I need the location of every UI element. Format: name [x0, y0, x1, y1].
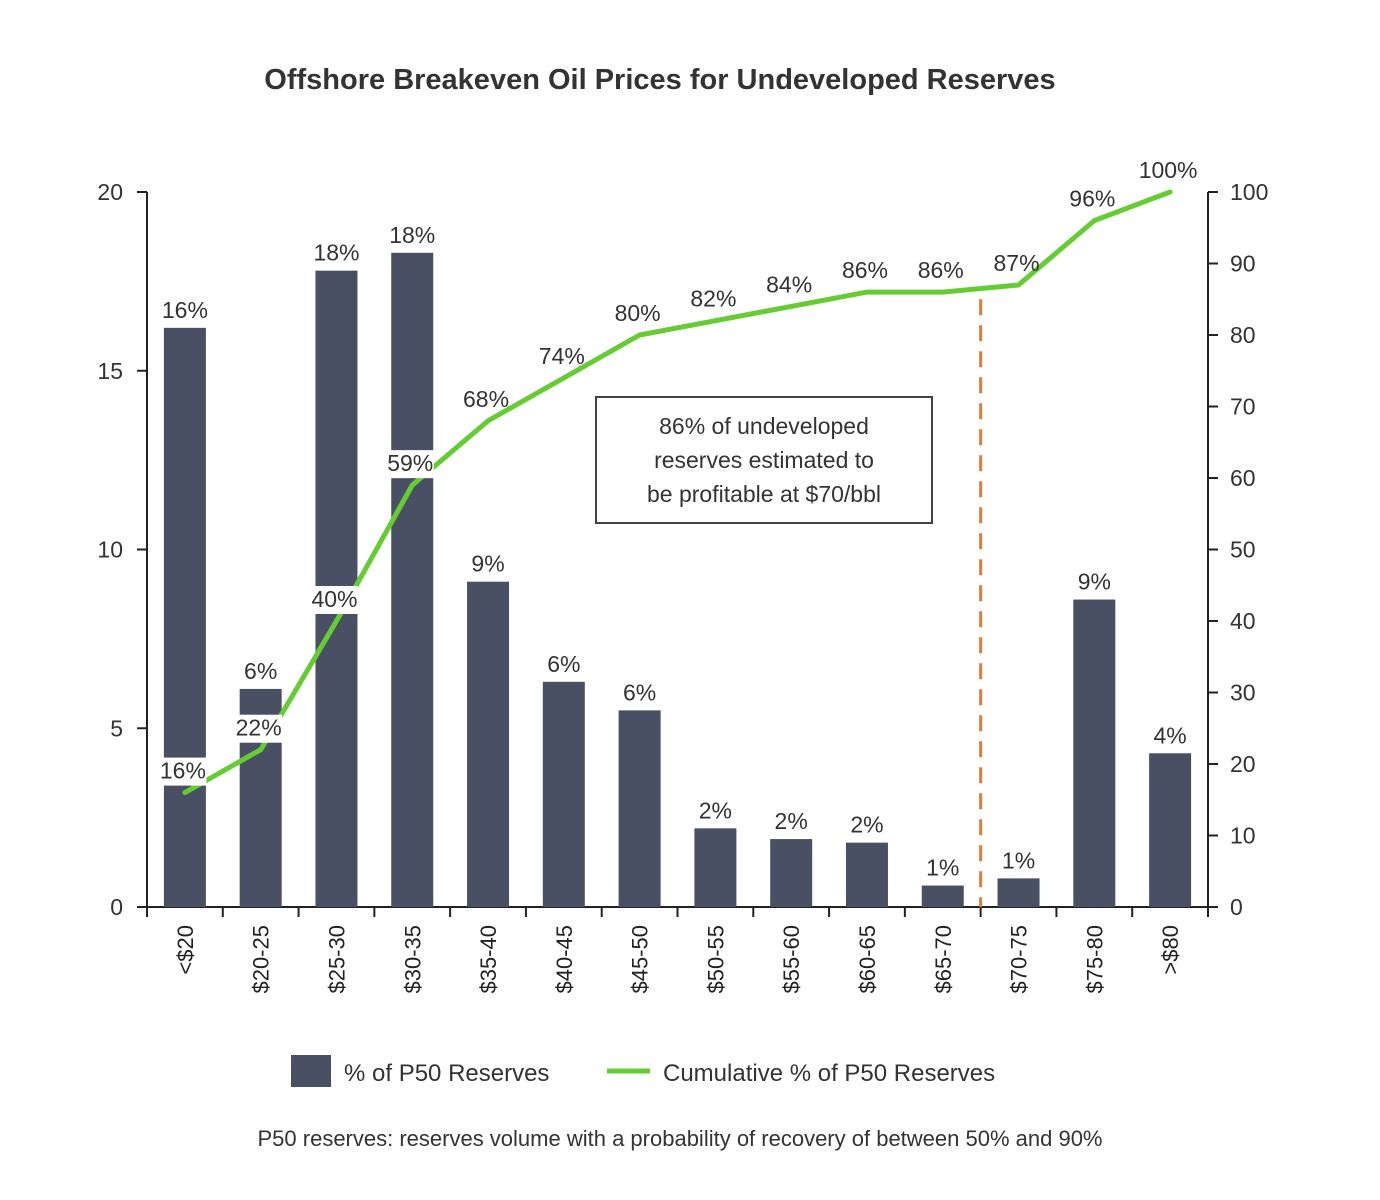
x-category-label: $35-40	[476, 925, 501, 994]
bar	[997, 878, 1040, 907]
y-right-tick-label: 20	[1230, 751, 1256, 777]
line-label-background	[235, 714, 283, 743]
bar	[845, 842, 888, 907]
line-value-label: 96%	[1069, 186, 1115, 212]
y-left-tick-label: 5	[110, 715, 123, 741]
bar	[467, 581, 510, 907]
chart-title: Offshore Breakeven Oil Prices for Undeve…	[264, 64, 1055, 96]
line-label-background	[159, 757, 207, 786]
x-category-label: $70-75	[1007, 925, 1032, 994]
bar	[163, 327, 206, 908]
y-right-tick-label: 0	[1230, 894, 1243, 920]
bar-value-label: 2%	[775, 808, 808, 834]
annotation-border	[595, 396, 933, 524]
line-label-background	[310, 586, 358, 614]
y-right-tick-label: 100	[1230, 179, 1268, 205]
line-label-background	[386, 450, 434, 479]
x-category-label: $65-70	[931, 925, 956, 994]
y-left-tick-label: 20	[97, 179, 123, 205]
bar-value-label: 2%	[850, 812, 883, 838]
line-value-label: 82%	[690, 286, 736, 312]
line-value-label: 22%	[236, 715, 282, 741]
line-value-label: 74%	[539, 343, 585, 369]
y-right-tick-label: 80	[1230, 322, 1256, 348]
bar-series	[163, 252, 1192, 908]
line-value-label: 86%	[918, 257, 964, 283]
data-labels: 16% 6% 18% 18% 9% 6% 6% 2% 2% 2% 1% 1% 9% 4% 16% 22% 40%…	[159, 157, 1198, 881]
y-right-tick-label: 10	[1230, 823, 1256, 849]
bar-value-label: 6%	[244, 658, 277, 684]
x-category-label: $75-80	[1082, 925, 1107, 994]
line-value-label: 68%	[463, 386, 509, 412]
bar-value-label: 2%	[699, 797, 732, 823]
y-left-tick-label: 10	[97, 537, 123, 563]
line-value-label: 16%	[160, 758, 206, 784]
line-value-label: 40%	[311, 586, 357, 612]
x-category-label: $50-55	[703, 925, 728, 994]
x-category-label: $60-65	[855, 925, 880, 994]
x-category-label: $30-35	[400, 925, 425, 994]
x-category-label: $40-45	[552, 925, 577, 994]
x-category-label: >$80	[1158, 925, 1183, 975]
annotation-line-3: be profitable at $70/bbl	[647, 481, 881, 507]
annotation-box: 86% of undeveloped reserves estimated to…	[595, 396, 933, 524]
legend: % of P50 Reserves Cumulative % of P50 Re…	[291, 1055, 995, 1087]
bar	[921, 885, 964, 907]
bar	[391, 252, 434, 907]
legend-line-label: Cumulative % of P50 Reserves	[663, 1060, 995, 1087]
footnote: P50 reserves: reserves volume with a pro…	[258, 1126, 1103, 1151]
bar	[1149, 753, 1192, 907]
line-value-label: 86%	[842, 257, 888, 283]
legend-bar-swatch	[291, 1055, 331, 1087]
bar-value-label: 9%	[471, 551, 504, 577]
bar-value-label: 18%	[389, 222, 435, 248]
bar	[1073, 599, 1116, 907]
line-value-label: 59%	[387, 450, 433, 476]
bar-value-label: 6%	[547, 651, 580, 677]
y-left-tick-label: 15	[97, 358, 123, 384]
bar-value-label: 1%	[926, 855, 959, 881]
y-right-tick-label: 70	[1230, 394, 1256, 420]
bar-value-label: 18%	[313, 240, 359, 266]
bar	[542, 681, 585, 907]
line-value-label: 100%	[1139, 157, 1198, 183]
line-value-label: 87%	[994, 250, 1040, 276]
y-right-tick-label: 50	[1230, 537, 1256, 563]
bar	[618, 710, 661, 907]
axes: 0 5 10 15 20 0 10 20 30 40 50 60 70 80 90 100 <$20 $20-25…	[97, 179, 1268, 994]
bar-value-label: 4%	[1153, 722, 1186, 748]
x-category-label: <$20	[173, 925, 198, 975]
bar-value-label: 9%	[1078, 569, 1111, 595]
annotation-line-1: 86% of undeveloped	[659, 413, 869, 439]
bar-value-label: 16%	[162, 297, 208, 323]
bar-value-label: 1%	[1002, 847, 1035, 873]
x-category-label: $45-50	[628, 925, 653, 994]
legend-bar-label: % of P50 Reserves	[344, 1060, 549, 1087]
y-right-tick-label: 30	[1230, 680, 1256, 706]
y-right-tick-label: 90	[1230, 251, 1256, 277]
bar-value-label: 6%	[623, 679, 656, 705]
y-right-tick-label: 40	[1230, 608, 1256, 634]
x-category-label: $20-25	[249, 925, 274, 994]
line-value-label: 84%	[766, 271, 812, 297]
y-left-tick-label: 0	[110, 894, 123, 920]
bar	[770, 839, 813, 907]
x-category-label: $25-30	[324, 925, 349, 994]
bar	[694, 828, 737, 907]
annotation-line-2: reserves estimated to	[654, 447, 874, 473]
line-value-label: 80%	[615, 300, 661, 326]
y-right-tick-label: 60	[1230, 465, 1256, 491]
x-category-label: $55-60	[779, 925, 804, 994]
